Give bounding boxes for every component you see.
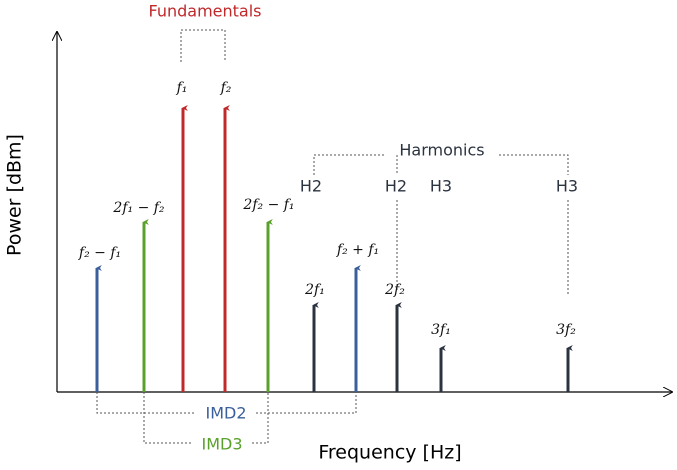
x-axis-label: Frequency [Hz] — [318, 442, 461, 464]
tone-label: 2f₂ − f₁ — [242, 197, 294, 213]
imd3-label: IMD3 — [201, 435, 242, 454]
tone-label: 2f₂ — [384, 282, 405, 298]
tone-label: 3f₂ — [556, 322, 576, 338]
tone-label: f₂ − f₁ — [78, 245, 121, 261]
tone-label: f₂ — [220, 80, 232, 96]
imd2-label: IMD2 — [205, 404, 246, 423]
y-axis-label: Power [dBm] — [4, 134, 26, 256]
bracket — [180, 29, 226, 62]
bracket — [96, 392, 357, 414]
tone-label: f₁ — [176, 80, 188, 96]
bracket — [143, 392, 269, 444]
tone-label: f₂ + f₁ — [336, 242, 379, 258]
harmonic-tag: H2 — [385, 177, 407, 196]
tone-label: 2f₁ — [304, 282, 325, 298]
tone-label: 3f₁ — [431, 322, 451, 338]
tones — [95, 105, 573, 392]
bracket — [313, 154, 569, 296]
harmonic-tag: H2 — [300, 177, 322, 196]
harmonics-label: Harmonics — [399, 141, 484, 160]
harmonic-tag: H3 — [556, 177, 578, 196]
harmonic-tag: H3 — [430, 177, 452, 196]
fundamentals-label: Fundamentals — [149, 2, 262, 21]
tone-label: 2f₁ − f₂ — [112, 200, 165, 216]
